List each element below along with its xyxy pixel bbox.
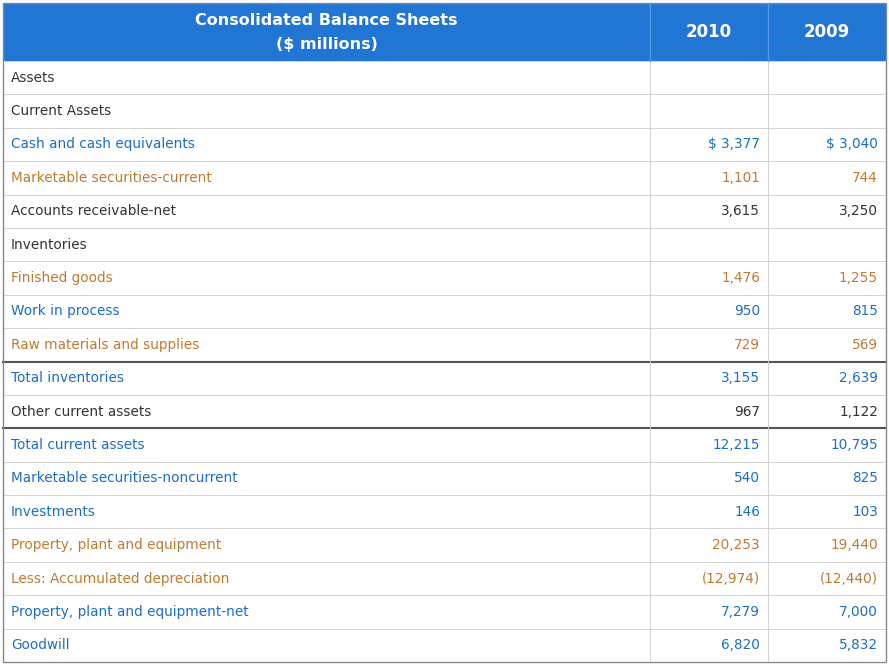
Bar [3, 595, 886, 628]
Text: 12,215: 12,215 [712, 438, 760, 452]
Text: 729: 729 [734, 338, 760, 352]
Text: 2009: 2009 [804, 23, 850, 41]
Bar [3, 628, 886, 662]
Text: Assets: Assets [11, 70, 55, 84]
Text: 815: 815 [852, 305, 878, 319]
Text: 3,155: 3,155 [721, 371, 760, 385]
Text: 540: 540 [734, 471, 760, 485]
Text: 6,820: 6,820 [721, 638, 760, 652]
Text: 1,255: 1,255 [839, 271, 878, 285]
Bar [3, 495, 886, 529]
Text: Cash and cash equivalents: Cash and cash equivalents [11, 138, 195, 152]
Text: 19,440: 19,440 [830, 538, 878, 552]
Text: 3,615: 3,615 [721, 204, 760, 218]
Text: Investments: Investments [11, 505, 96, 519]
Text: Accounts receivable-net: Accounts receivable-net [11, 204, 176, 218]
Text: 1,122: 1,122 [839, 404, 878, 418]
Text: (12,440): (12,440) [820, 571, 878, 585]
Bar [3, 94, 886, 128]
Text: Goodwill: Goodwill [11, 638, 69, 652]
Text: Marketable securities-noncurrent: Marketable securities-noncurrent [11, 471, 237, 485]
Text: Consolidated Balance Sheets: Consolidated Balance Sheets [196, 13, 458, 28]
Bar [3, 328, 886, 362]
Bar [3, 362, 886, 395]
Bar [3, 462, 886, 495]
Bar [3, 261, 886, 295]
Text: Raw materials and supplies: Raw materials and supplies [11, 338, 199, 352]
Text: Property, plant and equipment: Property, plant and equipment [11, 538, 221, 552]
Text: ($ millions): ($ millions) [276, 37, 378, 53]
Bar [3, 295, 886, 328]
Bar [3, 195, 886, 228]
Text: Total current assets: Total current assets [11, 438, 145, 452]
Text: Total inventories: Total inventories [11, 371, 124, 385]
Bar [3, 61, 886, 94]
Bar [3, 228, 886, 261]
Text: 2010: 2010 [686, 23, 732, 41]
Text: $ 3,377: $ 3,377 [709, 138, 760, 152]
Text: 146: 146 [734, 505, 760, 519]
Text: 7,000: 7,000 [839, 605, 878, 619]
Bar [3, 128, 886, 161]
Text: 967: 967 [734, 404, 760, 418]
Bar [3, 562, 886, 595]
Text: 103: 103 [853, 505, 878, 519]
Text: Work in process: Work in process [11, 305, 120, 319]
Bar [3, 3, 886, 61]
Bar [3, 161, 886, 195]
Text: 825: 825 [852, 471, 878, 485]
Text: 744: 744 [853, 171, 878, 185]
Text: 5,832: 5,832 [839, 638, 878, 652]
Text: 1,101: 1,101 [721, 171, 760, 185]
Text: Property, plant and equipment-net: Property, plant and equipment-net [11, 605, 249, 619]
Text: 10,795: 10,795 [830, 438, 878, 452]
Text: Other current assets: Other current assets [11, 404, 151, 418]
Text: Less: Accumulated depreciation: Less: Accumulated depreciation [11, 571, 229, 585]
Text: (12,974): (12,974) [701, 571, 760, 585]
Text: 2,639: 2,639 [839, 371, 878, 385]
Text: 3,250: 3,250 [839, 204, 878, 218]
Text: 7,279: 7,279 [721, 605, 760, 619]
Text: 950: 950 [734, 305, 760, 319]
Text: Marketable securities-current: Marketable securities-current [11, 171, 212, 185]
Text: 1,476: 1,476 [721, 271, 760, 285]
Text: Inventories: Inventories [11, 237, 88, 251]
Bar [3, 529, 886, 562]
Text: Current Assets: Current Assets [11, 104, 111, 118]
Text: $ 3,040: $ 3,040 [826, 138, 878, 152]
Bar [3, 428, 886, 462]
Text: 569: 569 [852, 338, 878, 352]
Bar [3, 395, 886, 428]
Text: 20,253: 20,253 [712, 538, 760, 552]
Text: Finished goods: Finished goods [11, 271, 113, 285]
